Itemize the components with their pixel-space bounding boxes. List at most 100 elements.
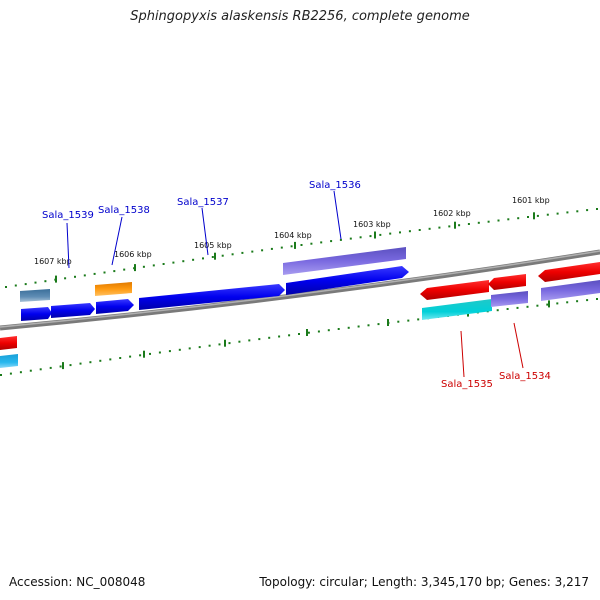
- scale-dot: [5, 286, 7, 288]
- scale-major-tick: [224, 339, 226, 347]
- gene-feature[interactable]: [0, 336, 17, 350]
- scale-dot: [268, 336, 271, 339]
- scale-dot: [162, 263, 165, 265]
- scale-major-tick: [454, 221, 456, 229]
- scale-dot: [29, 369, 32, 372]
- scale-dot: [596, 208, 598, 210]
- scale-dot: [9, 372, 12, 375]
- gene-label-sala-1535[interactable]: Sala_1535: [441, 379, 493, 390]
- gene-feature[interactable]: [538, 262, 600, 282]
- scale-dot: [290, 245, 293, 248]
- scale-dot: [320, 241, 323, 244]
- gene-feature[interactable]: [422, 299, 492, 320]
- scale-dot: [261, 249, 264, 252]
- scale-major-tick: [143, 350, 145, 358]
- scale-major-tick: [214, 252, 216, 260]
- scale-dot: [546, 213, 549, 216]
- gene-feature[interactable]: [21, 307, 52, 321]
- scale-dot: [103, 271, 106, 274]
- gene-feature[interactable]: [95, 282, 132, 296]
- scale-major-tick: [387, 319, 389, 326]
- scale-dot: [536, 304, 539, 307]
- scale-dot: [399, 231, 401, 234]
- gene-label-sala-1539[interactable]: Sala_1539: [42, 210, 94, 221]
- scale-dot: [497, 219, 500, 222]
- scale-track-lower: [0, 298, 598, 376]
- scale-dot: [496, 309, 499, 312]
- scale-dot: [407, 319, 410, 322]
- scale-dot: [526, 305, 529, 308]
- scale-dot: [339, 238, 342, 241]
- scale-dot: [487, 220, 490, 223]
- scale-dot: [448, 225, 451, 228]
- scale-dot: [596, 298, 598, 300]
- gene-feature[interactable]: [286, 266, 409, 295]
- scale-dot: [79, 362, 82, 365]
- scale-dot: [218, 343, 221, 346]
- scale-dot: [586, 209, 589, 212]
- scale-major-tick: [533, 212, 535, 220]
- gene-feature[interactable]: [20, 289, 50, 302]
- scale-dot: [516, 306, 519, 309]
- scale-dot: [477, 221, 480, 224]
- scale-dot: [288, 334, 291, 337]
- scale-label-1601: 1601 kbp: [512, 196, 550, 205]
- scale-dot: [280, 246, 283, 249]
- gene-feature[interactable]: [491, 291, 528, 307]
- scale-dot: [438, 226, 441, 229]
- scale-dot: [458, 224, 461, 227]
- scale-dot: [300, 244, 303, 246]
- scale-dot: [337, 328, 340, 330]
- scale-dot: [357, 325, 360, 328]
- scale-dot: [418, 229, 421, 231]
- scale-dot: [228, 342, 231, 345]
- scale-dot: [330, 240, 333, 243]
- gene-feature[interactable]: [51, 303, 95, 318]
- scale-dot: [586, 299, 589, 302]
- scale-dot: [367, 324, 370, 327]
- scale-dot: [14, 284, 17, 287]
- gene-label-sala-1536[interactable]: Sala_1536: [309, 180, 361, 191]
- scale-dot: [408, 230, 411, 233]
- scale-dot: [258, 338, 261, 341]
- scale-dot: [349, 237, 352, 240]
- scale-major-tick: [294, 241, 296, 249]
- scale-dot: [369, 235, 372, 238]
- scale-dot: [566, 211, 569, 214]
- scale-dot: [221, 254, 224, 257]
- scale-dot: [251, 250, 254, 253]
- scale-dot: [89, 361, 92, 364]
- scale-label-1606: 1606 kbp: [114, 250, 152, 259]
- scale-major-tick: [374, 231, 376, 239]
- scale-dot: [397, 320, 400, 323]
- scale-dot: [123, 268, 126, 271]
- gene-feature[interactable]: [283, 247, 406, 275]
- gene-feature[interactable]: [488, 274, 526, 290]
- gene-feature[interactable]: [0, 354, 18, 368]
- scale-dot: [517, 217, 520, 220]
- scale-label-1602: 1602 kbp: [433, 209, 471, 218]
- scale-dot: [377, 323, 380, 326]
- gene-label-sala-1534[interactable]: Sala_1534: [499, 371, 551, 382]
- scale-track-upper: [5, 208, 598, 288]
- gene-feature[interactable]: [139, 284, 285, 310]
- gene-feature[interactable]: [96, 299, 134, 314]
- forward-strand-genes: [20, 247, 409, 321]
- gene-feature[interactable]: [541, 280, 600, 301]
- scale-dot: [576, 210, 579, 213]
- scale-dot: [536, 214, 539, 217]
- scale-dot: [298, 333, 300, 335]
- scale-major-tick: [548, 300, 550, 308]
- scale-dot: [241, 251, 244, 254]
- scale-dot: [317, 330, 320, 333]
- gene-label-sala-1537[interactable]: Sala_1537: [177, 197, 229, 208]
- scale-dot: [74, 275, 76, 278]
- scale-dot: [507, 218, 510, 221]
- gene-feature[interactable]: [420, 280, 489, 300]
- scale-dot: [139, 354, 142, 357]
- gene-label-sala-1538[interactable]: Sala_1538: [98, 205, 150, 216]
- scale-major-tick: [134, 264, 136, 272]
- scale-dot: [59, 365, 62, 368]
- scale-dot: [99, 359, 102, 362]
